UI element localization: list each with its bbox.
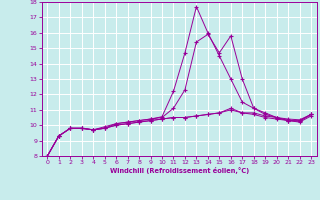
X-axis label: Windchill (Refroidissement éolien,°C): Windchill (Refroidissement éolien,°C) [109,167,249,174]
